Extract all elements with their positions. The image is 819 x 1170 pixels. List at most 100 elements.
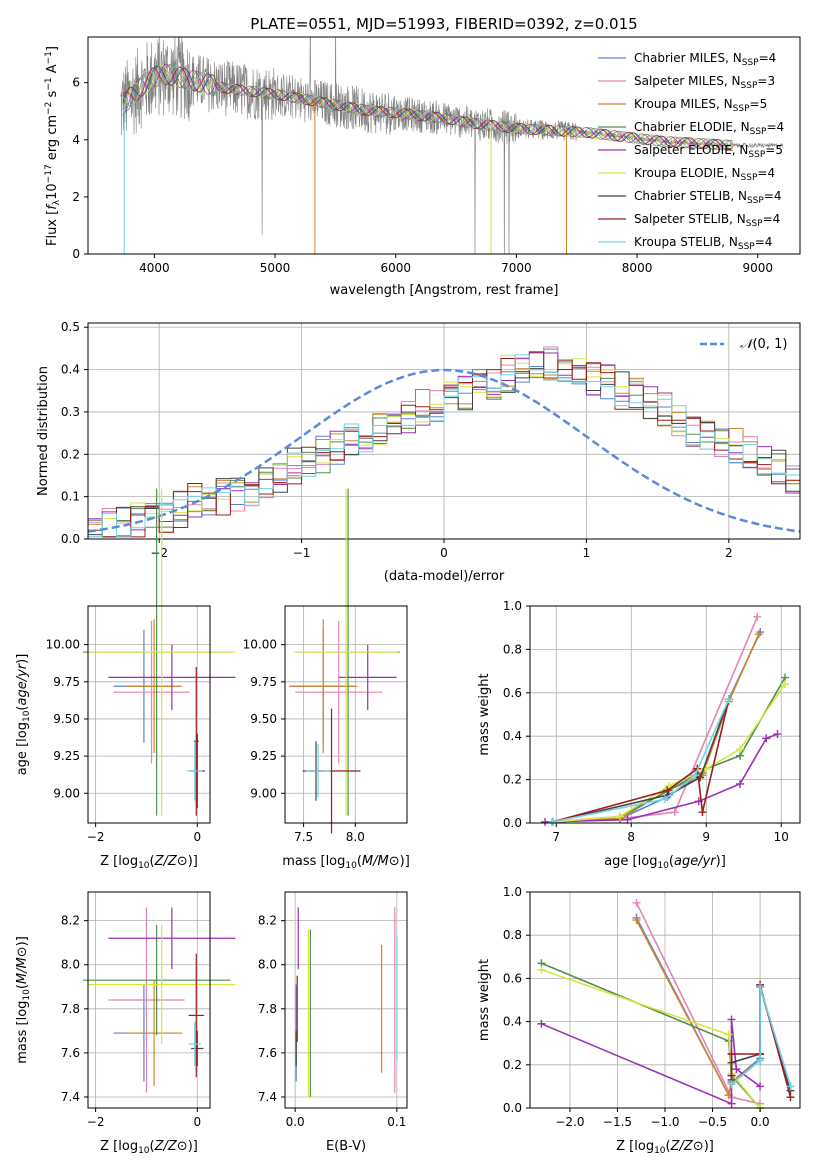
spectrum-xtick-label: 6000 xyxy=(380,261,411,275)
legend-label-salpeter-miles: Salpeter MILES, NSSP=3 xyxy=(634,74,775,91)
legend-label-kroupa-stelib: Kroupa STELIB, NSSP=4 xyxy=(634,235,772,252)
weight-marker-kroupa-stelib xyxy=(756,983,765,992)
weight-marker-salpeter-miles xyxy=(632,898,641,907)
weight-marker-salpeter-elodie xyxy=(756,1082,765,1091)
panel-mass-vs-ebv: 0.0 0.1 7.4 7.6 7.8 8.0 8.2 E(B-V) xyxy=(258,891,408,1154)
spectrum-ylabel-part: Flux [ xyxy=(45,210,60,246)
panel-xlabel-close: )] xyxy=(188,1139,198,1154)
spectrum-ylabel-part: λ xyxy=(52,199,62,205)
weight-marker-salpeter-elodie xyxy=(736,779,744,788)
panel-xlabel-close: )] xyxy=(400,854,410,869)
weight-line-kroupa-stelib xyxy=(730,986,792,1087)
residual-histograms xyxy=(87,346,801,538)
weight-marker-kroupa-stelib xyxy=(727,1080,736,1089)
weight-marker-salpeter-elodie xyxy=(537,1019,546,1028)
legend-label-text: Salpeter STELIB, N xyxy=(634,212,746,226)
weight-line-kroupa-elodie xyxy=(552,683,786,823)
weight-marker-salpeter-elodie xyxy=(623,815,632,824)
spectrum-ylabel-part: −1 xyxy=(44,77,54,90)
panel-xtick-label: 0.1 xyxy=(387,1115,406,1129)
panel-xlabel-base: 10 xyxy=(138,861,150,871)
panel-ylabel: mass [log10(M/M⊙)] xyxy=(15,936,32,1064)
weight-marker-salpeter-miles xyxy=(670,808,679,817)
spectrum-panel: PLATE=0551, MJD=51993, FIBERID=0392, z=0… xyxy=(44,15,801,298)
spectrum-ylabel: Flux [fλ10−17 erg cm−2 s−1 A−1] xyxy=(44,46,62,246)
panel-xtick-label: 10 xyxy=(774,830,789,844)
legend-label-text: Salpeter MILES, N xyxy=(634,74,741,88)
spectrum-ytick-label: 2 xyxy=(72,190,80,204)
panel-xtick-label: 9 xyxy=(702,830,710,844)
legend-label-chabrier-elodie: Chabrier ELODIE, NSSP=4 xyxy=(634,120,784,137)
weight-line-chabrier-elodie xyxy=(552,677,786,823)
legend-label-value: =4 xyxy=(766,120,784,134)
legend-label-kroupa-elodie: Kroupa ELODIE, NSSP=4 xyxy=(634,166,775,183)
panel-ytick-label: 0.2 xyxy=(503,1058,522,1072)
panel-xlabel-open: ( xyxy=(150,1139,155,1154)
panel-frame xyxy=(284,891,408,1109)
panel-ytick-label: 10.00 xyxy=(46,638,80,652)
legend-label-text: Kroupa MILES, N xyxy=(634,97,733,111)
panel-ytick-label: 7.4 xyxy=(61,1090,80,1104)
panel-xlabel-num: M/M⊙ xyxy=(362,854,400,869)
residual-ticks: −2 −1 0 1 2 0.0 0.1 0.2 0.3 0.4 0.5 xyxy=(61,320,733,560)
legend-label-salpeter-elodie: Salpeter ELODIE, NSSP=5 xyxy=(634,143,783,160)
weight-marker-kroupa-stelib xyxy=(691,771,699,780)
panel-xlabel-base: 10 xyxy=(654,1146,666,1156)
panel-xtick-label: −1.5 xyxy=(603,1115,632,1129)
panel-ytick-label: 9.25 xyxy=(250,749,277,763)
panel-ytick-label: 1.0 xyxy=(503,599,522,613)
spectrum-xtick-label: 7000 xyxy=(501,261,532,275)
legend-label-chabrier-stelib: Chabrier STELIB, NSSP=4 xyxy=(634,189,782,206)
panel-xlabel-close: )] xyxy=(188,854,198,869)
panel-xlabel: E(B-V) xyxy=(326,1139,366,1154)
weight-line-salpeter-miles xyxy=(552,616,759,823)
panel-ytick-label: 9.50 xyxy=(250,712,277,726)
panel-weight-vs-Z: −2.0 −1.5 −1.0 −0.5 0.0 0.0 0.2 0.4 0.6 0.8 1.0 Z [… xyxy=(477,885,801,1156)
panel-ylabel-open: ( xyxy=(15,706,30,711)
panel-xtick-label: 7.5 xyxy=(294,830,313,844)
residual-xtick-label: −1 xyxy=(293,546,311,560)
panel-ytick-label: 0.2 xyxy=(503,773,522,787)
panel-ylabel: mass weight xyxy=(477,959,492,1041)
panel-mass-vs-Z: −2 07.47.67.88.08.2Z [log10(Z/Z⊙)]mass [l… xyxy=(15,891,236,1156)
legend-label-sub: SSP xyxy=(741,173,758,183)
weight-marker-kroupa-miles xyxy=(754,630,763,639)
spectrum-ylabel-part: A xyxy=(45,64,60,77)
panel-xlabel-base: 10 xyxy=(657,861,669,871)
weight-marker-salpeter-stelib xyxy=(663,786,672,795)
legend-label-sub: SSP xyxy=(733,104,750,114)
weight-marker-salpeter-miles xyxy=(753,612,762,621)
spectrum-ylabel-part: −1 xyxy=(44,51,54,64)
weight-line-chabrier-stelib xyxy=(552,699,730,823)
legend-label-value: =4 xyxy=(757,166,775,180)
spectrum-ylabel-part: s xyxy=(45,90,60,101)
panel-ylabel: age [log10(age/yr)] xyxy=(15,654,32,776)
residual-panel: −2 −1 0 1 2 0.0 0.1 0.2 0.3 0.4 0.5 (data-model)/e… xyxy=(36,320,801,584)
weight-marker-kroupa-stelib xyxy=(786,1082,795,1091)
panel-xtick-label: 0 xyxy=(193,830,201,844)
panel-xlabel-pre: Z [log xyxy=(616,1139,654,1154)
residual-ylabel: Normed distribution xyxy=(36,366,51,496)
spectrum-title: PLATE=0551, MJD=51993, FIBERID=0392, z=0… xyxy=(250,15,637,33)
panel-xtick-label: 0.0 xyxy=(751,1115,770,1129)
legend-label-value: =4 xyxy=(759,51,777,65)
panel-ytick-label: 0.6 xyxy=(503,686,522,700)
spectrum-ytick-label: 0 xyxy=(72,247,80,261)
panel-ytick-label: 1.0 xyxy=(503,885,522,899)
panel-xtick-label: 8 xyxy=(627,830,635,844)
panel-ylabel-base: 10 xyxy=(22,710,32,722)
panel-ytick-label: 0.6 xyxy=(503,971,522,985)
residual-legend: 𝒩(0, 1) xyxy=(700,337,787,352)
panel-xlabel-close: )] xyxy=(716,854,726,869)
weight-marker-kroupa-stelib xyxy=(724,695,733,704)
legend-label-sub: SSP xyxy=(746,219,763,229)
spectrum-ylabel-part: f xyxy=(45,203,60,210)
residual-xtick-label: 2 xyxy=(725,546,733,560)
spectrum-xtick-label: 9000 xyxy=(742,261,773,275)
residual-ytick-label: 0.1 xyxy=(61,490,80,504)
spectrum-axes-frame xyxy=(87,36,801,255)
panel-ytick-label: 7.8 xyxy=(61,1002,80,1016)
spectrum-clipped xyxy=(120,37,784,254)
